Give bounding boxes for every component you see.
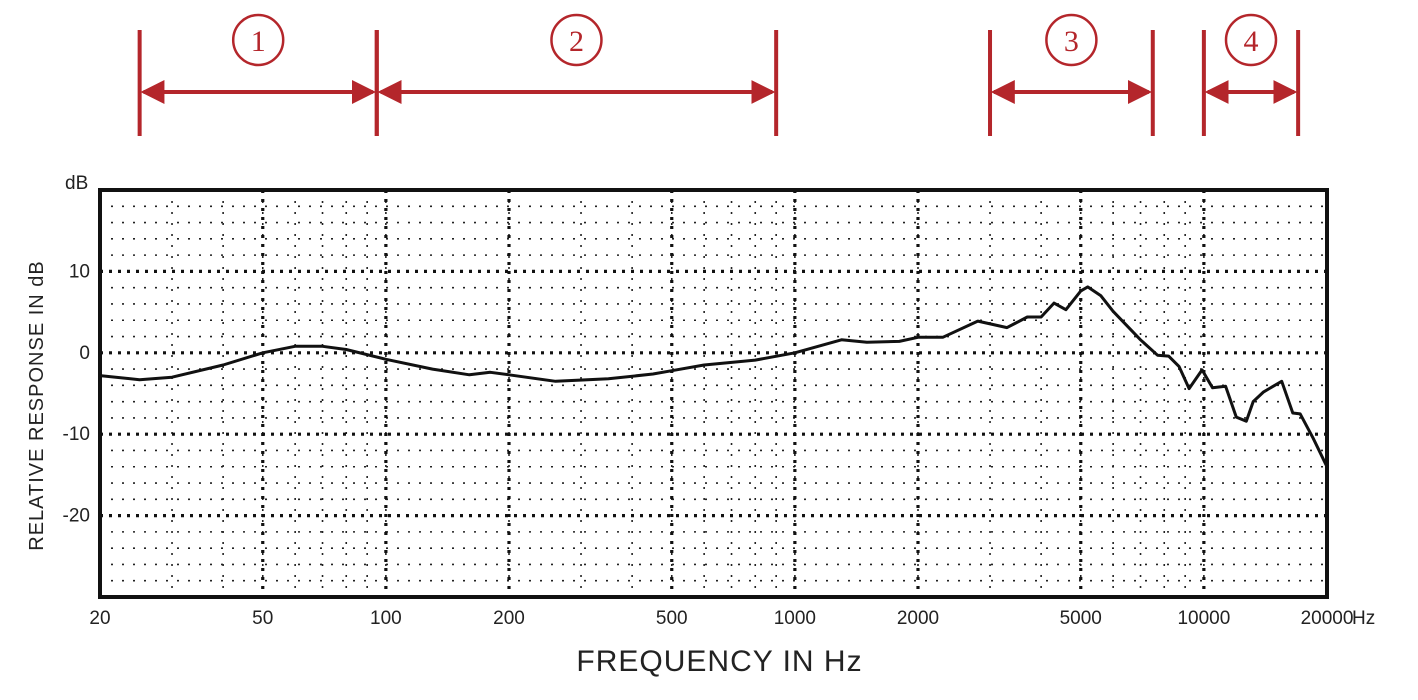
y-unit-label: dB	[65, 173, 88, 194]
band-number-circle	[550, 13, 603, 67]
band-annotation-1: 1	[137, 13, 379, 136]
y-tick-label: 10	[69, 261, 90, 282]
plot-frame	[98, 188, 1329, 599]
y-tick-label: -10	[63, 424, 90, 445]
x-tick-label: 20	[89, 608, 110, 629]
y-tick-label: -20	[63, 506, 90, 527]
y-tick-label: 0	[79, 343, 90, 364]
band-number-label: 1	[251, 25, 266, 58]
band-number-circle	[1224, 13, 1278, 67]
x-tick-label: 10000	[1177, 608, 1230, 629]
x-tick-label: 100	[370, 608, 402, 629]
band-number-label: 2	[569, 25, 584, 58]
response-curve	[98, 285, 1329, 469]
x-tick-labels: 20 50 100 200 500 1000 2000 5000 10000 20000	[89, 608, 1353, 629]
x-tick-label: 200	[493, 608, 525, 629]
x-tick-label: 5000	[1060, 608, 1102, 629]
band-number-label: 4	[1244, 25, 1259, 58]
x-tick-label: 20000	[1301, 608, 1354, 629]
x-axis-title: FREQUENCY IN Hz	[576, 645, 862, 678]
x-tick-label: 1000	[774, 608, 816, 629]
x-tick-label: 2000	[897, 608, 939, 629]
band-number-circle	[231, 13, 285, 67]
band-number-label: 3	[1064, 25, 1079, 58]
x-tick-label: 500	[656, 608, 688, 629]
y-tick-labels: 10 0 -10 -20	[63, 261, 90, 526]
y-axis-title: RELATIVE RESPONSE IN dB	[26, 260, 48, 551]
band-annotation-2: 2	[374, 13, 779, 136]
band-annotation-3: 3	[988, 13, 1155, 136]
x-tick-label: 50	[252, 608, 273, 629]
band-annotation-4: 4	[1201, 13, 1301, 136]
band-number-circle	[1045, 13, 1098, 67]
band-annotations: 1 2 3 4	[137, 13, 1301, 136]
plot-grid	[100, 190, 1327, 597]
x-unit-label: Hz	[1352, 608, 1375, 629]
